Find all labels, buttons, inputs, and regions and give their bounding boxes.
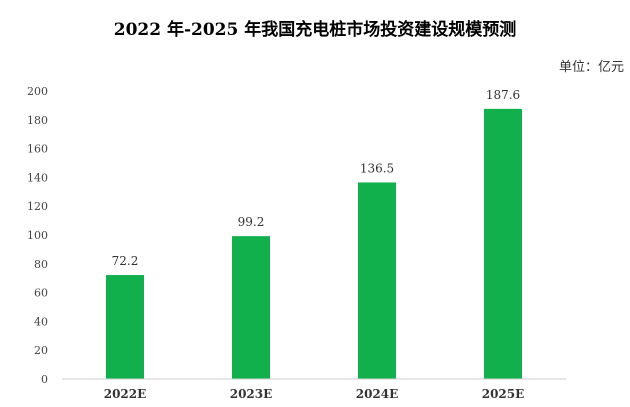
y-tick-label: 60 <box>34 287 48 300</box>
chart-title: 2022 年-2025 年我国充电桩市场投资建设规模预测 <box>113 20 517 40</box>
y-tick-label: 140 <box>27 171 48 184</box>
y-tick-label: 160 <box>27 143 48 156</box>
y-tick-label: 0 <box>41 373 48 386</box>
bar-2024E <box>358 182 396 379</box>
data-label-2023E: 99.2 <box>238 215 265 229</box>
data-label-2022E: 72.2 <box>112 254 139 268</box>
y-tick-label: 200 <box>27 85 48 98</box>
bar-2023E <box>232 236 270 379</box>
y-tick-label: 100 <box>27 229 48 242</box>
data-label-2024E: 136.5 <box>360 161 394 175</box>
y-axis: 0 20 40 60 80 100 120 140 160 180 200 <box>27 85 48 386</box>
value-labels-group: 72.2 99.2 136.5 187.6 <box>112 88 521 268</box>
x-axis: 2022E 2023E 2024E 2025E <box>62 378 566 401</box>
bar-2025E <box>484 108 522 379</box>
x-tick-label-2025E: 2025E <box>482 387 525 401</box>
bar-2022E <box>106 275 144 379</box>
y-tick-label: 120 <box>27 200 48 213</box>
bars-group <box>106 108 522 379</box>
y-tick-label: 180 <box>27 114 48 127</box>
x-tick-label-2022E: 2022E <box>104 387 147 401</box>
data-label-2025E: 187.6 <box>486 88 520 102</box>
x-tick-label-2024E: 2024E <box>356 387 399 401</box>
x-tick-label-2023E: 2023E <box>230 387 273 401</box>
unit-label: 单位：亿元 <box>558 60 624 75</box>
y-tick-label: 40 <box>34 315 48 328</box>
y-tick-label: 80 <box>34 258 48 271</box>
y-tick-label: 20 <box>34 344 48 357</box>
